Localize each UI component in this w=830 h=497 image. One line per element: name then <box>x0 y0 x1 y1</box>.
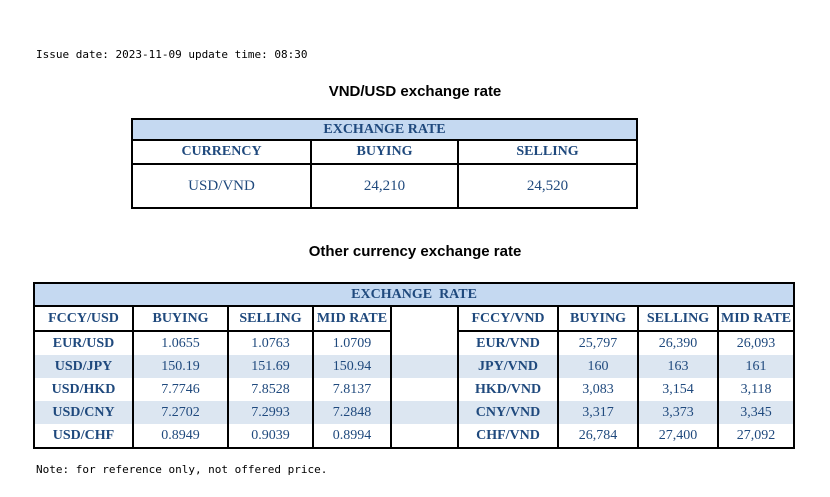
mid-rate-cell: 150.94 <box>312 355 392 378</box>
column-header-midrate-usd: MID RATE <box>312 306 392 332</box>
selling-rate-cell: 24,520 <box>456 164 639 208</box>
selling-rate-cell: 26,390 <box>637 331 719 355</box>
column-header-buying-usd: BUYING <box>132 306 229 332</box>
selling-rate-cell: 7.2993 <box>227 401 314 424</box>
buying-rate-cell: 160 <box>557 355 639 378</box>
other-currency-rate-table: EXCHANGE RATE FCCY/USD BUYING SELLING MI… <box>32 282 796 449</box>
buying-rate-cell: 26,784 <box>557 424 639 448</box>
buying-rate-cell: 0.8949 <box>132 424 229 448</box>
currency-pair-cell: USD/JPY <box>33 355 134 378</box>
currency-pair-cell: HKD/VND <box>457 378 559 401</box>
table-row: USD/JPY 150.19 151.69 150.94 JPY/VND 160… <box>33 355 796 378</box>
mid-rate-cell: 27,092 <box>716 424 796 448</box>
table-row: USD/VND 24,210 24,520 <box>131 164 639 208</box>
table-row: USD/CHF 0.8949 0.9039 0.8994 CHF/VND 26,… <box>33 424 796 448</box>
exchange-rate-banner: EXCHANGE RATE <box>32 283 796 307</box>
column-header-buying-vnd: BUYING <box>557 306 639 332</box>
selling-rate-cell: 3,154 <box>637 378 719 401</box>
mid-rate-cell: 7.8137 <box>312 378 392 401</box>
mid-rate-cell: 26,093 <box>716 331 796 355</box>
currency-pair-cell: USD/CHF <box>33 424 134 448</box>
currency-pair-cell: CNY/VND <box>457 401 559 424</box>
column-header-fccy-vnd: FCCY/VND <box>457 306 559 332</box>
currency-pair-cell: USD/CNY <box>33 401 134 424</box>
mid-rate-cell: 3,118 <box>716 378 796 401</box>
mid-rate-cell: 161 <box>716 355 796 378</box>
usd-vnd-rate-table: EXCHANGE RATE CURRENCY BUYING SELLING US… <box>130 118 639 209</box>
selling-rate-cell: 27,400 <box>637 424 719 448</box>
table-header-row: CURRENCY BUYING SELLING <box>131 140 639 165</box>
currency-pair-cell: JPY/VND <box>457 355 559 378</box>
currency-pair-cell: CHF/VND <box>457 424 559 448</box>
currency-pair-cell: EUR/VND <box>457 331 559 355</box>
spacer-cell <box>390 424 459 448</box>
mid-rate-cell: 7.2848 <box>312 401 392 424</box>
selling-rate-cell: 3,373 <box>637 401 719 424</box>
spacer-cell <box>390 331 459 355</box>
exchange-rate-banner: EXCHANGE RATE <box>130 119 639 141</box>
currency-pair-cell: EUR/USD <box>33 331 134 355</box>
selling-rate-cell: 151.69 <box>227 355 314 378</box>
table-row: EUR/USD 1.0655 1.0763 1.0709 EUR/VND 25,… <box>33 331 796 355</box>
mid-rate-cell: 1.0709 <box>312 331 392 355</box>
selling-rate-cell: 163 <box>637 355 719 378</box>
buying-rate-cell: 24,210 <box>310 164 459 208</box>
spacer-cell <box>390 355 459 378</box>
note-line: Note: for reference only, not offered pr… <box>36 463 328 476</box>
issue-date-line: Issue date: 2023-11-09 update time: 08:3… <box>36 48 308 61</box>
column-header-selling-vnd: SELLING <box>637 306 719 332</box>
table-banner-row: EXCHANGE RATE <box>130 119 639 141</box>
buying-rate-cell: 150.19 <box>132 355 229 378</box>
table-banner-row: EXCHANGE RATE <box>32 283 796 307</box>
column-header-buying: BUYING <box>310 140 459 165</box>
spacer-cell <box>390 378 459 401</box>
currency-pair-cell: USD/VND <box>131 164 312 208</box>
buying-rate-cell: 3,083 <box>557 378 639 401</box>
column-header-fccy-usd: FCCY/USD <box>33 306 134 332</box>
column-header-currency: CURRENCY <box>131 140 312 165</box>
usd-table-title: VND/USD exchange rate <box>328 83 502 100</box>
spacer-cell <box>390 306 459 331</box>
column-header-selling: SELLING <box>456 140 639 165</box>
table-row: USD/CNY 7.2702 7.2993 7.2848 CNY/VND 3,3… <box>33 401 796 424</box>
spacer-cell <box>390 401 459 424</box>
buying-rate-cell: 3,317 <box>557 401 639 424</box>
mid-rate-cell: 0.8994 <box>312 424 392 448</box>
table-row: USD/HKD 7.7746 7.8528 7.8137 HKD/VND 3,0… <box>33 378 796 401</box>
other-table-title: Other currency exchange rate <box>308 243 522 260</box>
selling-rate-cell: 0.9039 <box>227 424 314 448</box>
buying-rate-cell: 1.0655 <box>132 331 229 355</box>
buying-rate-cell: 7.2702 <box>132 401 229 424</box>
buying-rate-cell: 7.7746 <box>132 378 229 401</box>
table-header-row: FCCY/USD BUYING SELLING MID RATE FCCY/VN… <box>33 306 796 332</box>
mid-rate-cell: 3,345 <box>716 401 796 424</box>
selling-rate-cell: 7.8528 <box>227 378 314 401</box>
currency-pair-cell: USD/HKD <box>33 378 134 401</box>
column-header-midrate-vnd: MID RATE <box>716 306 796 332</box>
buying-rate-cell: 25,797 <box>557 331 639 355</box>
selling-rate-cell: 1.0763 <box>227 331 314 355</box>
column-header-selling-usd: SELLING <box>227 306 314 332</box>
